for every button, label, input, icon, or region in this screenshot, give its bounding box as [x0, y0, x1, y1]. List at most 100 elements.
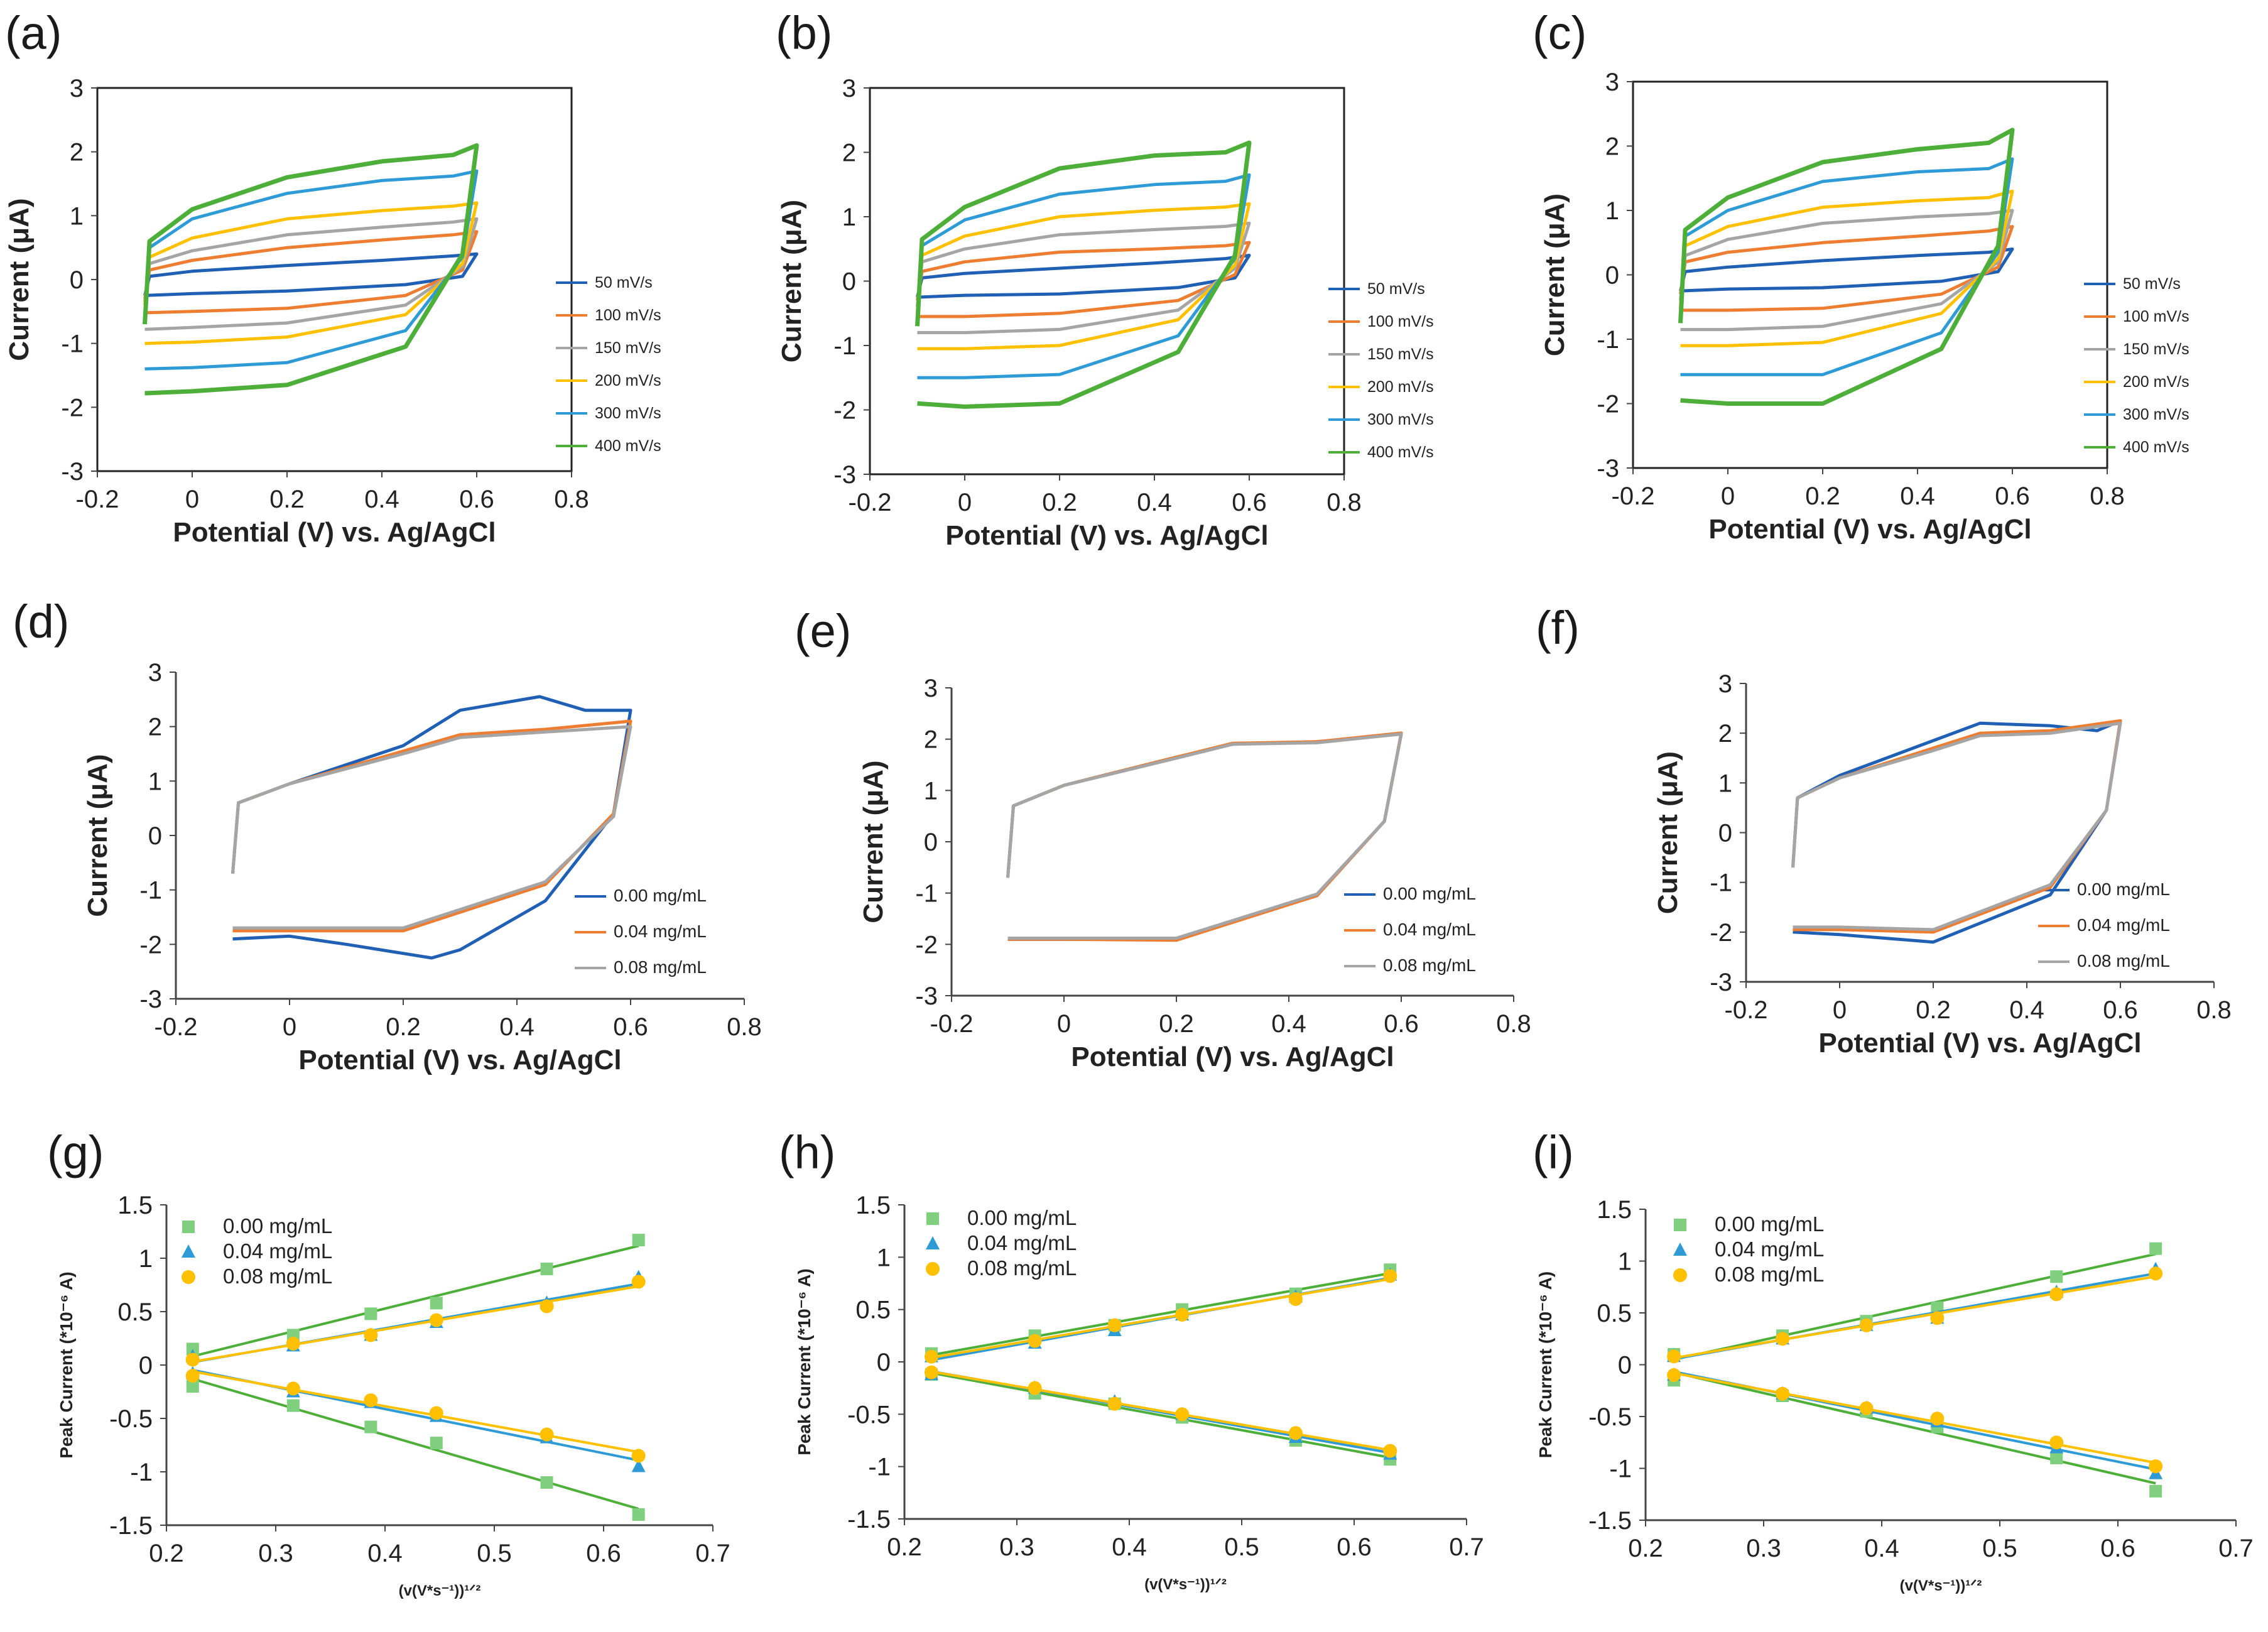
- data-point-square: [2050, 1452, 2063, 1464]
- data-point-square: [540, 1263, 553, 1275]
- legend-marker: [1674, 1219, 1686, 1231]
- y-tick-label: -1: [61, 330, 84, 358]
- data-point-circle: [1107, 1318, 1122, 1332]
- x-tick-label: 0.6: [586, 1540, 621, 1567]
- legend-marker: [926, 1212, 939, 1225]
- x-axis-label: Potential (V) vs. Ag/AgCl: [945, 520, 1268, 551]
- legend-label: 100 mV/s: [1367, 313, 1434, 330]
- y-axis-label: Peak Current (*10⁻⁶ A): [795, 1268, 814, 1455]
- y-tick-label: -1: [833, 332, 856, 360]
- y-tick-label: -1.5: [1588, 1507, 1632, 1535]
- y-tick-label: -3: [139, 986, 162, 1013]
- data-point-square: [2149, 1242, 2162, 1255]
- x-tick-label: 0.6: [2100, 1535, 2135, 1562]
- y-tick-label: -2: [61, 394, 84, 422]
- data-point-circle: [2149, 1459, 2163, 1474]
- legend-label: 0.00 mg/mL: [2077, 879, 2170, 899]
- x-tick-label: 0: [283, 1013, 296, 1041]
- x-tick-label: -0.2: [930, 1010, 974, 1038]
- x-tick-label: -0.2: [1612, 482, 1655, 510]
- data-point-square: [2149, 1484, 2162, 1498]
- data-point-square: [364, 1307, 377, 1320]
- x-tick-label: 0.4: [1112, 1533, 1147, 1561]
- y-tick-label: -2: [1710, 919, 1732, 947]
- y-tick-label: 2: [924, 726, 938, 754]
- legend-label: 50 mV/s: [1367, 280, 1425, 298]
- y-tick-label: 0: [148, 822, 162, 850]
- data-point-circle: [1288, 1426, 1303, 1440]
- panel-label: (i): [1533, 1126, 1574, 1178]
- y-tick-label: 0: [1618, 1352, 1632, 1379]
- y-tick-label: -3: [833, 461, 856, 489]
- data-point-circle: [1175, 1308, 1190, 1322]
- y-axis-label: Current (μA): [82, 754, 113, 917]
- y-tick-label: 3: [70, 75, 84, 102]
- x-tick-label: 0.2: [1042, 489, 1077, 516]
- y-axis-label: Current (μA): [776, 200, 807, 362]
- y-tick-label: -1: [1597, 326, 1619, 354]
- data-point-circle: [286, 1381, 300, 1396]
- cv-series-line: [1006, 731, 1403, 942]
- x-tick-label: 0.4: [1864, 1535, 1899, 1562]
- fit-line: [192, 1244, 639, 1357]
- data-point-circle: [631, 1449, 646, 1463]
- data-point-circle: [1776, 1332, 1790, 1346]
- x-tick-label: 0.3: [1746, 1535, 1781, 1562]
- data-point-circle: [1175, 1407, 1190, 1422]
- chart-panel-i: (i) -1.5 -1 -0.5 0 0.5 1 1.5 0.2 0.3 0.4 0.5 0.6 0.7 (…: [1533, 1126, 2254, 1594]
- data-point-square: [364, 1420, 377, 1433]
- panel-label: (a): [5, 7, 62, 59]
- y-tick-label: -1: [130, 1459, 153, 1486]
- x-tick-label: 0.2: [1628, 1535, 1663, 1562]
- cv-series-line: [231, 725, 632, 930]
- x-tick-label: 0.8: [727, 1013, 762, 1041]
- x-tick-label: 0.4: [364, 486, 399, 513]
- x-tick-label: 0.8: [554, 486, 589, 513]
- legend-label: 50 mV/s: [595, 274, 653, 291]
- legend-marker: [182, 1221, 195, 1233]
- y-tick-label: 1: [877, 1244, 891, 1271]
- y-tick-label: -1.5: [109, 1512, 153, 1540]
- data-point-circle: [1930, 1311, 1945, 1325]
- x-tick-label: 0.7: [1449, 1533, 1484, 1561]
- legend-label: 0.04 mg/mL: [614, 922, 707, 941]
- x-tick-label: 0.8: [2196, 996, 2232, 1024]
- x-tick-label: 0.3: [258, 1540, 293, 1567]
- legend-label: 400 mV/s: [2123, 438, 2189, 456]
- data-point-circle: [2049, 1435, 2064, 1450]
- legend-label: 0.08 mg/mL: [614, 957, 707, 977]
- legend-label: 0.08 mg/mL: [1715, 1263, 1824, 1286]
- cv-series-line: [1791, 719, 2122, 934]
- y-tick-label: 0: [1718, 820, 1732, 847]
- panel-label: (d): [13, 596, 69, 648]
- x-tick-label: 0.2: [149, 1540, 184, 1567]
- data-point-triangle: [631, 1459, 646, 1472]
- legend-label: 0.08 mg/mL: [1383, 955, 1476, 975]
- panel-label: (h): [779, 1126, 835, 1178]
- y-tick-label: -0.5: [109, 1405, 153, 1433]
- chart-panel-c: (c) -3 -2 -1 0 1 2 3 -0.2 0 0.2 0.4 0.6 0.8 Potential …: [1533, 7, 2189, 545]
- x-tick-label: -0.2: [849, 489, 892, 516]
- chart-panel-f: (f) -3 -2 -1 0 1 2 3 -0.2 0 0.2 0.4 0.6 0.8 Potential …: [1536, 602, 2232, 1058]
- y-tick-label: 3: [842, 75, 856, 102]
- data-point-square: [632, 1234, 645, 1247]
- x-tick-label: 0.6: [1337, 1533, 1372, 1561]
- legend-label: 150 mV/s: [595, 339, 661, 357]
- x-tick-label: 0: [1721, 482, 1735, 510]
- chart-panel-e: (e) -3 -2 -1 0 1 2 3 -0.2 0 0.2 0.4 0.6 0.8 Potential …: [795, 605, 1531, 1072]
- x-tick-label: 0.3: [999, 1533, 1034, 1561]
- panel-label: (c): [1533, 7, 1587, 59]
- y-tick-label: -1: [139, 877, 162, 905]
- data-point-square: [2050, 1270, 2063, 1283]
- x-tick-label: 0.7: [695, 1540, 730, 1567]
- y-tick-label: 1: [148, 768, 162, 795]
- legend-label: 200 mV/s: [2123, 373, 2189, 391]
- data-point-circle: [2149, 1266, 2163, 1281]
- legend-label: 100 mV/s: [2123, 308, 2189, 325]
- y-tick-label: 2: [1605, 133, 1619, 161]
- y-tick-label: -1.5: [847, 1506, 891, 1533]
- x-tick-label: -0.2: [76, 486, 119, 513]
- y-tick-label: -2: [1597, 391, 1619, 418]
- y-tick-label: 1: [1605, 197, 1619, 225]
